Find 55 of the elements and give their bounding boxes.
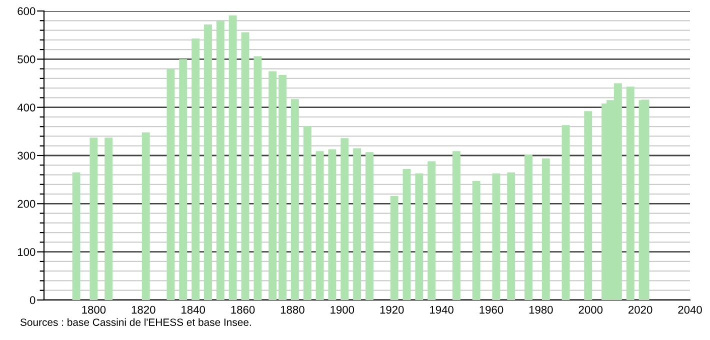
bar [104, 138, 113, 300]
bar [72, 172, 80, 300]
bar [452, 151, 460, 300]
x-tick-label: 1940 [430, 306, 454, 314]
bar [204, 24, 212, 300]
x-tick-label: 1840 [182, 306, 205, 314]
bar [278, 75, 286, 300]
x-tick-label: 1980 [529, 306, 553, 314]
bar [303, 126, 312, 300]
y-tick-label: 0 [30, 296, 36, 304]
bar [290, 99, 299, 300]
bar [402, 168, 411, 300]
bar [584, 111, 592, 300]
y-tick-label: 600 [18, 7, 36, 16]
bar [524, 154, 532, 300]
bar [228, 15, 237, 300]
bar [507, 172, 516, 300]
bar [340, 138, 349, 300]
bar [90, 138, 98, 300]
bar [166, 68, 175, 300]
bar [492, 173, 500, 300]
y-tick-label: 400 [17, 104, 36, 112]
y-tick-label: 300 [18, 152, 36, 160]
x-tick-label: 1800 [82, 306, 106, 314]
bar [192, 38, 200, 300]
bar [254, 56, 262, 300]
x-tick-label: 1920 [380, 306, 404, 314]
bar [241, 32, 250, 300]
bar [562, 125, 570, 300]
y-tick-label: 500 [18, 55, 36, 64]
bar [472, 181, 480, 300]
x-tick-label: 1860 [231, 306, 255, 314]
bar [268, 71, 277, 300]
bar [179, 59, 188, 300]
bar [626, 86, 634, 300]
bar [316, 151, 324, 300]
bar [542, 158, 550, 300]
bar [328, 149, 336, 300]
x-tick-label: 1820 [132, 306, 156, 314]
y-tick-label: 200 [18, 200, 36, 208]
x-tick-label: 1900 [330, 306, 354, 314]
y-tick-label: 100 [18, 248, 36, 256]
x-tick-label: 1960 [480, 306, 504, 314]
bar [390, 196, 398, 300]
x-tick-label: 2040 [678, 306, 702, 314]
bar [142, 132, 150, 300]
x-tick-label: 2020 [628, 306, 652, 314]
bar [366, 152, 374, 300]
bar [415, 173, 424, 300]
x-tick-label: 1880 [280, 306, 304, 314]
bar [428, 161, 436, 300]
bar [216, 20, 224, 300]
x-tick-label: 2000 [578, 306, 603, 314]
source-note: Sources : base Cassini de l'EHESS et base Insee. [20, 318, 251, 326]
bar [353, 148, 362, 300]
